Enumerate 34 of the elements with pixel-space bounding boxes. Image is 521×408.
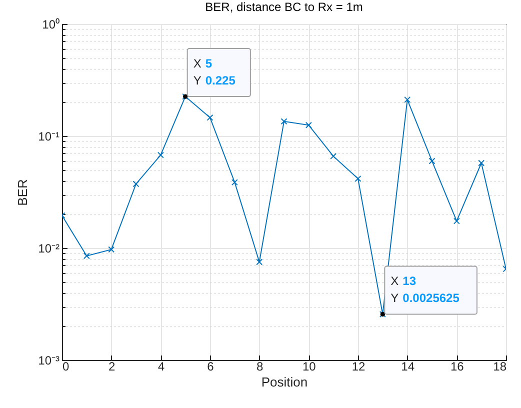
- x-tick-label: 6: [207, 360, 214, 374]
- y-axis-title: BER: [15, 179, 30, 206]
- point: [280, 118, 288, 125]
- y-tick-label: 10⁻¹: [38, 130, 60, 144]
- point: [108, 246, 115, 253]
- chart-title: BER, distance BC to Rx = 1m: [205, 0, 363, 14]
- point: [404, 96, 411, 103]
- annotation: X 5 Y 0.225: [193, 56, 236, 88]
- point: [83, 252, 90, 260]
- y-tick-label: 10⁻²: [38, 242, 60, 256]
- point: [428, 158, 436, 164]
- point: [330, 152, 337, 160]
- x-tick-label: 2: [108, 360, 116, 374]
- x-tick-label: 18: [493, 360, 507, 374]
- y-tick-label: 10⁰: [42, 18, 60, 32]
- x-tick-label: 14: [401, 360, 415, 374]
- annotation: X 13 Y 0.0025625: [390, 274, 460, 306]
- point: [231, 179, 238, 186]
- point: [354, 175, 362, 182]
- x-tick-label: 10: [302, 360, 316, 374]
- x-tick-label: 16: [450, 360, 464, 374]
- y-tick-label: 10⁻³: [38, 354, 60, 368]
- point: [157, 152, 164, 158]
- point: [453, 218, 460, 224]
- x-tick-label: 0: [62, 360, 70, 374]
- point: [256, 258, 263, 266]
- point: [206, 114, 214, 121]
- x-tick-label: 4: [158, 360, 165, 374]
- x-tick-label: 12: [352, 360, 366, 374]
- x-tick-label: 8: [256, 360, 264, 374]
- point: [132, 180, 140, 188]
- point: [478, 160, 485, 166]
- point: [305, 122, 312, 128]
- x-axis-title: Position: [261, 374, 308, 390]
